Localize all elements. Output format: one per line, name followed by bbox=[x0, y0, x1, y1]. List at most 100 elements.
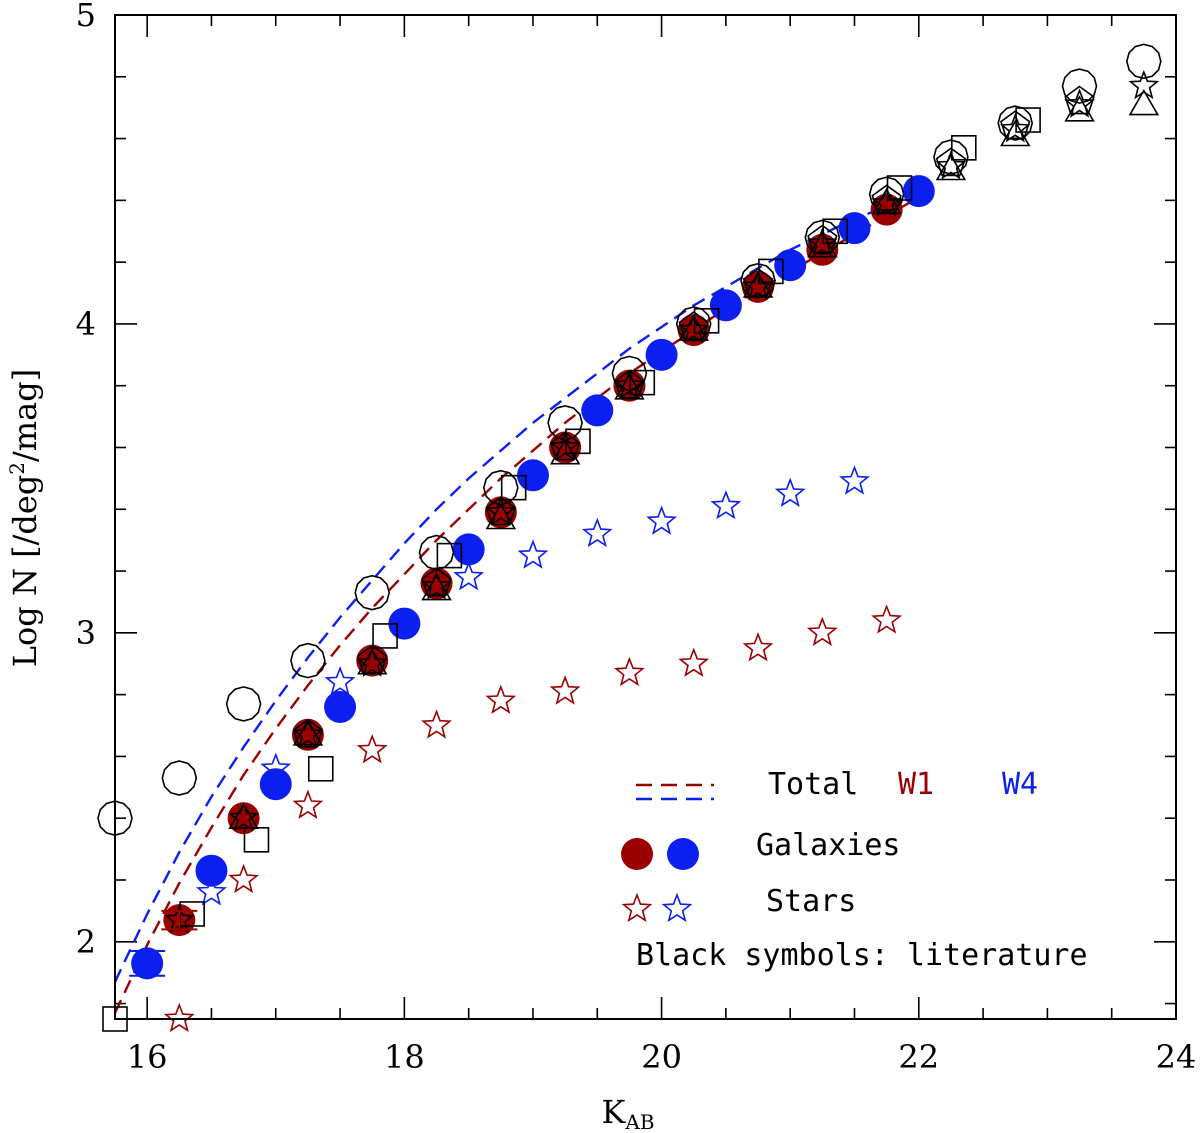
point-literature-pentagons bbox=[935, 147, 967, 177]
point-literature-stars bbox=[742, 270, 774, 300]
series-literature-circles bbox=[97, 43, 1162, 837]
point-literature-triangles bbox=[357, 648, 388, 675]
point-literature-squares bbox=[629, 369, 656, 396]
point-literature-squares bbox=[950, 135, 977, 161]
x-tick-label: 16 bbox=[127, 1038, 168, 1076]
point-w4-galaxies bbox=[324, 690, 357, 723]
point-w4-galaxies bbox=[838, 212, 871, 245]
point-literature-pentagons bbox=[678, 311, 709, 340]
x-tick-label: 18 bbox=[384, 1038, 425, 1076]
y-tick-label: 4 bbox=[76, 305, 96, 343]
y-axis-title-superscript: 2 bbox=[5, 462, 29, 475]
point-w1-stars bbox=[871, 604, 903, 634]
point-w1-galaxies bbox=[227, 802, 260, 835]
legend-note: Black symbols: literature bbox=[636, 938, 1088, 973]
point-literature-circles bbox=[933, 139, 969, 175]
point-w4-stars bbox=[774, 477, 806, 508]
point-literature-circles bbox=[547, 404, 583, 441]
point-literature-triangles bbox=[678, 314, 709, 341]
curve-total-w4 bbox=[113, 190, 926, 983]
legend-star-markers bbox=[621, 892, 693, 923]
point-literature-triangles bbox=[228, 802, 259, 830]
point-w4-galaxies bbox=[774, 249, 807, 282]
point-literature-stars bbox=[806, 227, 838, 257]
x-tick-label: 20 bbox=[641, 1038, 682, 1076]
point-w4-stars bbox=[324, 666, 356, 696]
series-literature-pentagons bbox=[292, 85, 1095, 748]
y-axis-title-main: Log N [/deg bbox=[6, 475, 44, 668]
point-literature-stars bbox=[356, 647, 388, 677]
x-tick-label: 22 bbox=[898, 1038, 939, 1076]
point-literature-stars bbox=[292, 718, 324, 748]
point-w4-stars bbox=[260, 752, 292, 782]
tick-labels: 16 18 20 22 24 2 3 4 5 bbox=[76, 0, 1197, 1076]
point-literature-circles bbox=[97, 800, 133, 837]
point-literature-squares bbox=[693, 308, 720, 334]
plot-frame bbox=[114, 14, 1177, 1020]
legend-w1-label: W1 bbox=[898, 767, 934, 802]
y-tick-label: 5 bbox=[76, 0, 96, 34]
y-tick-label: 3 bbox=[76, 614, 96, 652]
point-w4-stars bbox=[839, 465, 870, 495]
point-literature-triangles bbox=[742, 271, 774, 298]
y-axis-title-tail: /mag] bbox=[6, 369, 44, 462]
point-w4-stars bbox=[517, 539, 549, 569]
point-w4-stars bbox=[646, 505, 678, 535]
point-literature-stars bbox=[1064, 88, 1096, 118]
legend-star-w4-marker bbox=[661, 892, 693, 923]
point-w4-galaxies bbox=[645, 338, 678, 371]
legend-total-label: Total bbox=[768, 767, 858, 802]
legend-galaxy-w4-marker bbox=[667, 838, 699, 870]
point-literature-triangles bbox=[1128, 88, 1160, 116]
point-literature-squares bbox=[436, 542, 463, 569]
x-axis-title-subscript: AB bbox=[624, 1110, 654, 1133]
point-literature-pentagons bbox=[807, 224, 838, 254]
legend-star-w1-marker bbox=[621, 892, 653, 923]
point-w4-galaxies bbox=[195, 854, 228, 887]
point-literature-stars bbox=[228, 801, 259, 832]
legend-w4-label: W4 bbox=[1002, 767, 1038, 802]
point-w4-galaxies bbox=[709, 289, 742, 322]
point-literature-pentagons bbox=[485, 496, 517, 526]
point-w1-stars bbox=[356, 733, 388, 764]
point-literature-pentagons bbox=[549, 431, 581, 461]
point-w4-stars bbox=[581, 517, 613, 548]
point-literature-stars bbox=[871, 187, 903, 217]
point-literature-pentagons bbox=[871, 184, 902, 214]
series-literature-triangles bbox=[228, 88, 1160, 830]
point-literature-stars bbox=[421, 570, 452, 600]
point-literature-pentagons bbox=[614, 369, 645, 399]
point-literature-stars bbox=[549, 431, 581, 461]
point-literature-pentagons bbox=[1000, 110, 1031, 140]
point-literature-pentagons bbox=[742, 267, 774, 297]
point-literature-squares bbox=[1015, 107, 1041, 133]
point-w1-stars bbox=[485, 684, 517, 714]
point-literature-pentagons bbox=[1064, 85, 1095, 115]
axis-ticks bbox=[115, 14, 1177, 1019]
point-literature-circles bbox=[161, 760, 198, 796]
legend-stars-label: Stars bbox=[766, 884, 856, 919]
point-literature-circles bbox=[868, 176, 905, 213]
series-literature-squares bbox=[102, 107, 1041, 1032]
point-w1-stars bbox=[806, 616, 838, 647]
point-literature-circles bbox=[1125, 43, 1162, 80]
point-literature-squares bbox=[307, 755, 334, 782]
point-w1-galaxies bbox=[420, 567, 453, 600]
point-literature-stars bbox=[1128, 69, 1160, 100]
point-literature-circles bbox=[354, 574, 391, 611]
point-literature-stars bbox=[999, 113, 1031, 143]
point-literature-stars bbox=[935, 150, 967, 180]
point-literature-circles bbox=[225, 686, 262, 722]
point-w1-stars bbox=[742, 632, 774, 662]
point-literature-stars bbox=[485, 496, 517, 526]
point-w4-stars bbox=[195, 876, 227, 906]
x-axis-title-main: K bbox=[601, 1093, 626, 1131]
point-literature-stars bbox=[678, 313, 710, 344]
point-w4-stars bbox=[710, 489, 742, 520]
point-w1-stars bbox=[228, 863, 260, 894]
x-axis-title: KAB bbox=[601, 1093, 654, 1133]
point-w4-galaxies bbox=[902, 175, 935, 208]
point-w4-galaxies bbox=[259, 768, 292, 801]
data-series bbox=[97, 43, 1162, 1033]
